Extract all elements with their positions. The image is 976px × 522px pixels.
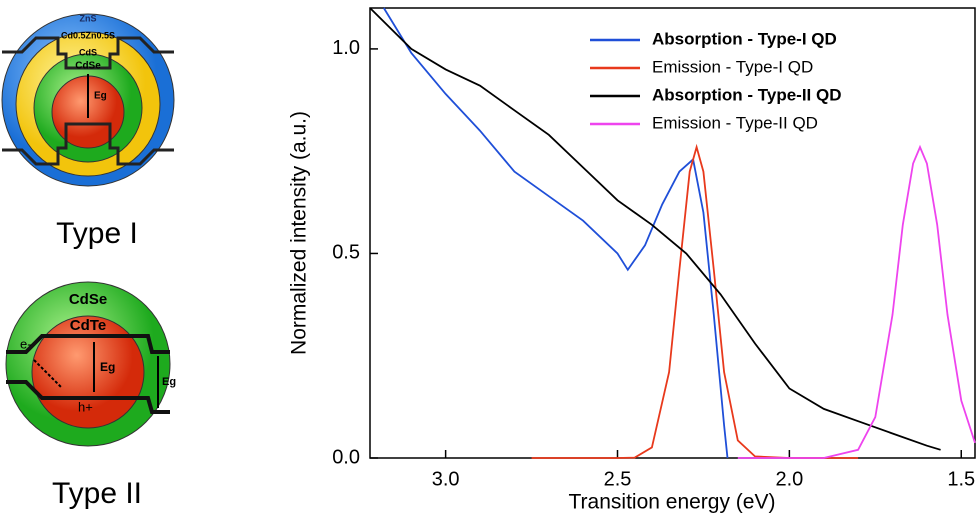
series-line [737,144,976,459]
shell-label: Cd0.5Zn0.5S [61,30,115,40]
y-tick-label: 0.5 [332,242,360,264]
x-axis-title: Transition energy (eV) [569,491,776,514]
series-line [369,7,941,451]
y-tick-label: 0.0 [332,446,360,468]
legend-label: Absorption - Type-I QD [652,29,837,48]
gap-label: Eg [162,376,176,388]
type-1-diagram: ZnS Cd0.5Zn0.5S CdS CdSe Eg [1,13,175,187]
core-label: CdSe [75,61,101,72]
gap-label: Eg [100,360,115,374]
caption: Type II [52,477,142,510]
x-tick-label: 2.5 [604,468,632,490]
caption: Type I [56,217,138,250]
type-2-diagram: CdSe CdTe e- h+ Eg Eg [5,281,176,447]
x-tick-label: 2.0 [775,468,803,490]
gap-label: Eg [94,91,107,102]
legend-label: Absorption - Type-II QD [652,85,842,104]
electron-label: e- [20,336,32,351]
y-tick-label: 1.0 [332,37,360,59]
y-axis-title: Normalized intensity (a.u.) [288,111,311,355]
series-line [531,143,859,459]
legend-label: Emission - Type-II QD [652,113,818,132]
core-label: CdTe [70,317,106,334]
legend-label: Emission - Type-I QD [652,57,813,76]
shell-label: CdS [79,47,97,57]
hole-label: h+ [78,399,93,414]
shell-label: CdSe [69,291,107,308]
series-line [383,7,729,459]
shell-label: ZnS [80,13,97,23]
x-tick-label: 1.5 [947,468,975,490]
plot-frame [369,7,976,459]
x-tick-label: 3.0 [432,468,460,490]
